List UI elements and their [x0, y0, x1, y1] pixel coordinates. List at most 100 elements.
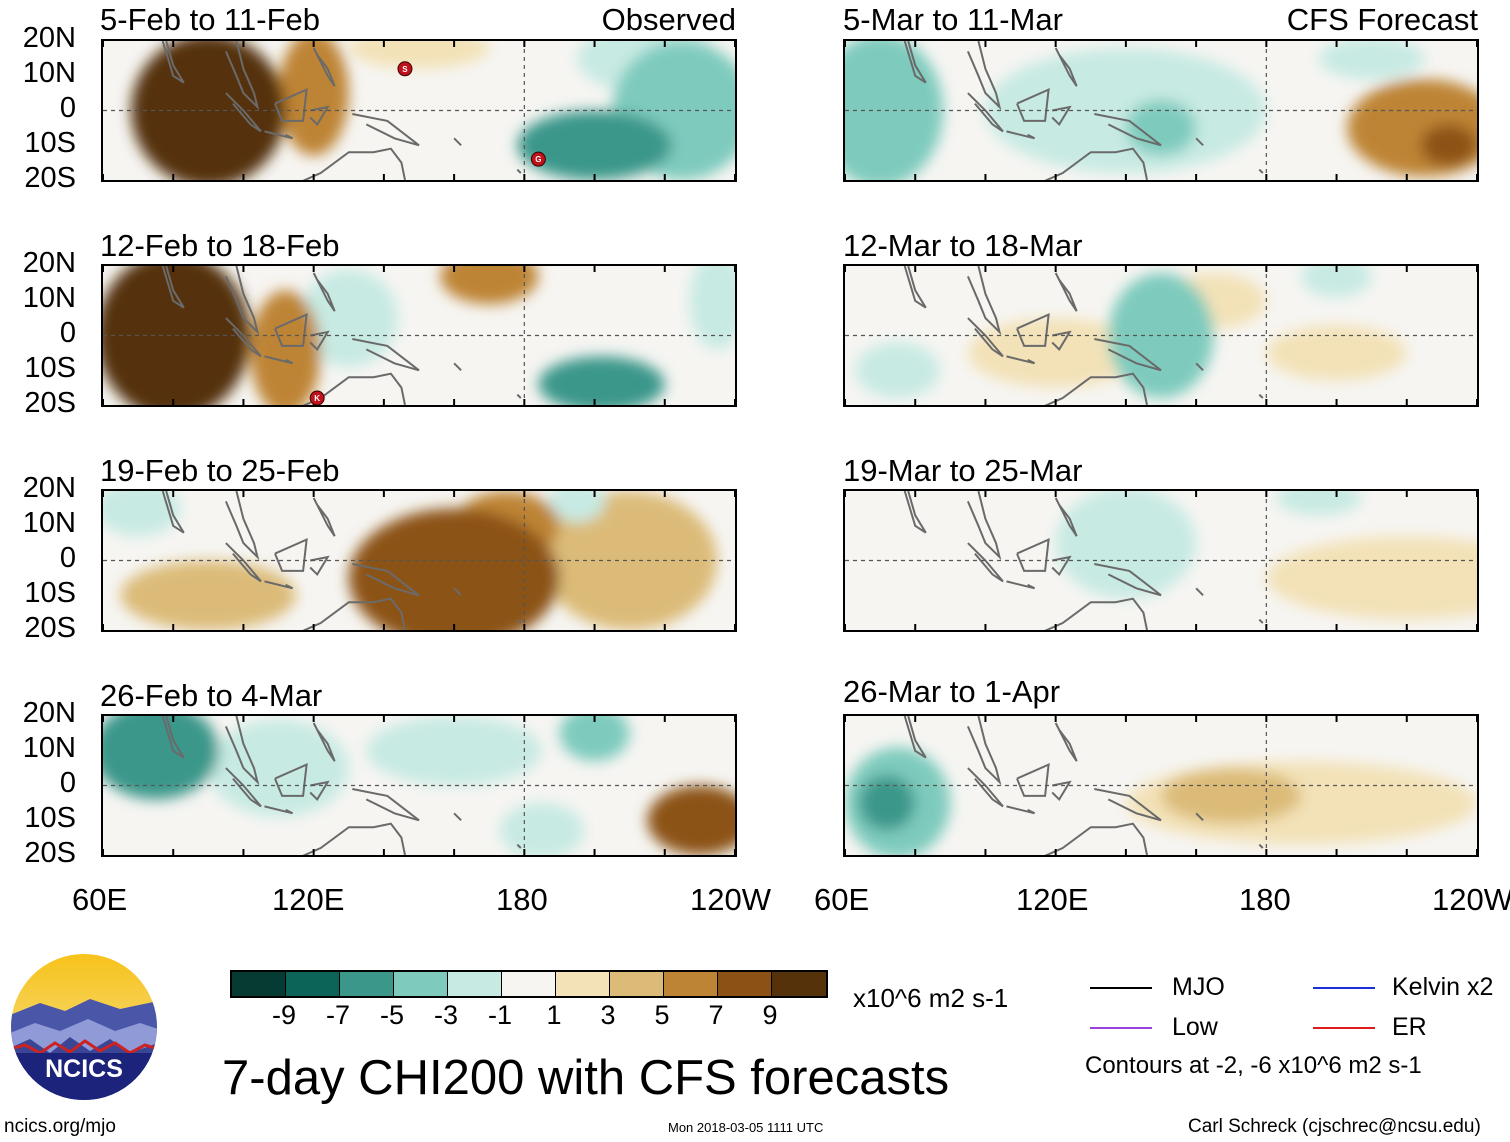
- coastline: [224, 266, 260, 336]
- anomaly-blob: [366, 716, 542, 786]
- coastline: [966, 716, 1002, 786]
- heatmap-field: K: [103, 266, 735, 405]
- storm-label: S: [402, 65, 408, 74]
- panel-title-observed-3: 19-Feb to 25-Feb: [100, 453, 340, 488]
- colorbar: [230, 970, 828, 998]
- colorbar-swatch: [340, 972, 394, 996]
- anomaly-blob: [845, 491, 986, 596]
- coastline: [1006, 355, 1036, 365]
- colorbar-label: -5: [379, 1000, 404, 1030]
- coastline: [967, 542, 1004, 583]
- heatmap-field: [845, 41, 1477, 180]
- map-panel-observed-3: [101, 489, 737, 632]
- coastline: [966, 266, 1002, 336]
- storm-label: K: [314, 394, 320, 403]
- coastline: [1195, 362, 1204, 372]
- anomaly-blob: [967, 318, 1144, 388]
- website-link[interactable]: ncics.org/mjo: [4, 1116, 116, 1137]
- heatmap-field: [845, 491, 1477, 630]
- coastline: [312, 47, 336, 87]
- lon-label-120w-right: 120W: [1432, 882, 1510, 917]
- coastline: [453, 362, 462, 372]
- coastline: [967, 92, 1004, 133]
- coastline: [966, 491, 1002, 561]
- coastline: [312, 722, 336, 762]
- coastline: [1195, 137, 1204, 147]
- lat-label: 20N: [22, 247, 76, 279]
- legend-line-low: [1090, 1027, 1152, 1029]
- coastline: [453, 812, 462, 822]
- coastline: [352, 338, 420, 372]
- panel-title-forecast-3: 19-Mar to 25-Mar: [843, 453, 1083, 488]
- coastline: [225, 542, 262, 583]
- coastline: [1051, 330, 1072, 352]
- colorbar-label: 5: [654, 1000, 670, 1030]
- contours-note: Contours at -2, -6 x10^6 m2 s-1: [1085, 1052, 1422, 1079]
- coastline: [224, 41, 260, 111]
- main-title: 7-day CHI200 with CFS forecasts: [222, 1051, 950, 1105]
- lat-label: 20N: [22, 697, 76, 729]
- coastline: [1016, 762, 1050, 797]
- anomaly-blob: [1108, 272, 1214, 399]
- coastline: [967, 767, 1004, 808]
- coastline: [903, 266, 927, 309]
- coastline: [1006, 805, 1036, 815]
- coastline: [302, 822, 406, 855]
- panel-title-forecast-1: 5-Mar to 11-Mar: [843, 2, 1063, 37]
- lat-label: 20N: [22, 22, 76, 54]
- anomaly-blob: [1115, 515, 1172, 551]
- legend-line-kelvin: [1313, 987, 1375, 989]
- heatmap-field: [103, 716, 735, 855]
- lon-label-60e-left: 60E: [72, 882, 128, 917]
- coastline: [264, 580, 294, 590]
- anomaly-blob: [548, 491, 606, 523]
- coastline: [302, 597, 406, 630]
- anomaly-blob: [120, 560, 297, 630]
- colorbar-label: 9: [762, 1000, 778, 1030]
- coastline: [225, 767, 262, 808]
- coastline: [1051, 105, 1072, 127]
- colorbar-label: 1: [546, 1000, 562, 1030]
- colorbar-swatch: [772, 972, 826, 996]
- coastline: [1044, 372, 1148, 405]
- anomaly-blob: [1283, 716, 1390, 744]
- anomaly-blob: [647, 785, 735, 855]
- anomaly-blob: [1125, 100, 1197, 156]
- coastline: [453, 137, 462, 147]
- lat-label: 20S: [24, 387, 76, 419]
- coastline: [1094, 563, 1162, 597]
- legend-line-er: [1313, 1027, 1375, 1029]
- anomaly-blob: [278, 41, 349, 156]
- coastline: [302, 147, 406, 180]
- coastline: [516, 618, 522, 624]
- anomaly-blob: [1420, 124, 1477, 167]
- coastline: [274, 537, 308, 572]
- observed-label: Observed: [601, 2, 736, 37]
- tropical-storm-icon: [309, 390, 325, 405]
- colorbar-label: -3: [433, 1000, 458, 1030]
- colorbar-swatch: [718, 972, 772, 996]
- coastline: [264, 805, 294, 815]
- coastline: [309, 780, 330, 802]
- colorbar-swatch: [502, 972, 556, 996]
- lon-label-120w-left: 120W: [690, 882, 771, 917]
- legend-label-mjo: MJO: [1172, 973, 1225, 1001]
- colorbar-label: 7: [708, 1000, 724, 1030]
- lat-label: 10N: [22, 282, 76, 314]
- heatmap-field: [845, 266, 1477, 405]
- coastline: [352, 113, 420, 147]
- coastline: [1054, 272, 1078, 312]
- anomaly-blob: [348, 41, 490, 69]
- coastline: [453, 587, 462, 597]
- lat-label: 20N: [22, 472, 76, 504]
- coastline: [1006, 130, 1036, 140]
- coastline: [1016, 537, 1050, 572]
- coastline: [1051, 555, 1072, 577]
- coastline: [224, 716, 260, 786]
- tropical-storm-icon: [530, 151, 546, 167]
- coastline: [225, 317, 262, 358]
- colorbar-swatch: [448, 972, 502, 996]
- coastline: [161, 266, 185, 309]
- coastline: [274, 312, 308, 347]
